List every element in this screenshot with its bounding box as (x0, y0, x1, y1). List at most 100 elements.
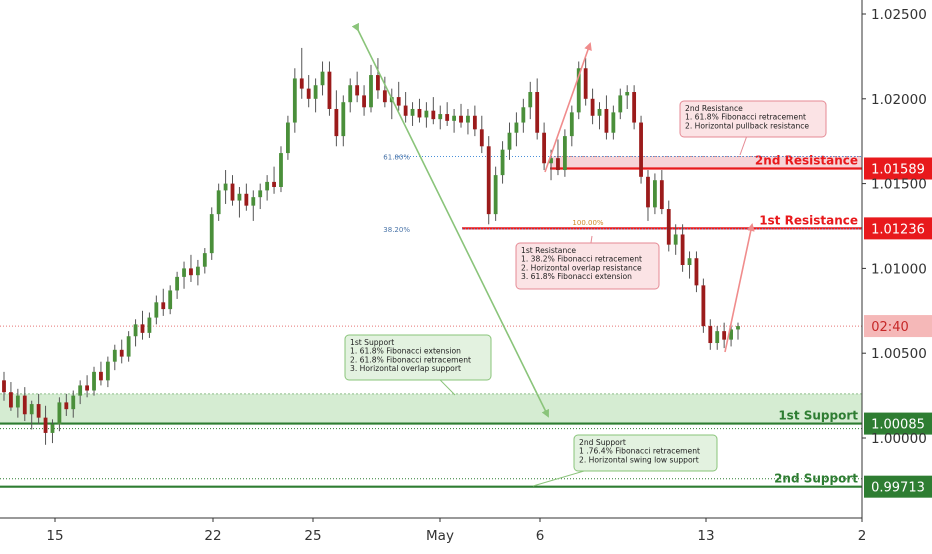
candle[interactable] (299, 47, 304, 99)
candle[interactable] (64, 393, 69, 416)
candle[interactable] (618, 88, 623, 120)
candle[interactable] (140, 310, 145, 340)
candle[interactable] (715, 326, 720, 350)
candle[interactable] (597, 102, 602, 130)
candle[interactable] (666, 200, 671, 252)
candle[interactable] (22, 387, 27, 422)
candle[interactable] (99, 361, 103, 386)
candle[interactable] (306, 75, 311, 108)
candle[interactable] (168, 285, 173, 315)
candle[interactable] (562, 129, 567, 177)
candle[interactable] (680, 224, 685, 272)
candle[interactable] (646, 170, 650, 221)
candle[interactable] (653, 173, 657, 215)
candle[interactable] (230, 175, 235, 206)
candle[interactable] (313, 78, 318, 113)
red-target-arrow[interactable] (724, 223, 755, 353)
candle[interactable] (687, 251, 692, 279)
candle[interactable] (251, 190, 256, 221)
candle[interactable] (632, 85, 637, 130)
candle[interactable] (722, 322, 727, 349)
candle[interactable] (258, 183, 263, 210)
candle[interactable] (71, 390, 76, 418)
candle[interactable] (659, 170, 664, 215)
candle[interactable] (126, 331, 131, 362)
candle[interactable] (334, 90, 339, 147)
candle[interactable] (348, 78, 353, 113)
candle-body (396, 97, 401, 106)
candle[interactable] (576, 61, 581, 120)
candle[interactable] (237, 186, 242, 218)
candle[interactable] (119, 339, 124, 364)
candle[interactable] (611, 105, 616, 140)
candle[interactable] (85, 375, 89, 398)
candle[interactable] (43, 405, 48, 445)
candle[interactable] (604, 95, 609, 140)
red-swing-arrow[interactable] (544, 42, 592, 173)
candle[interactable] (486, 136, 491, 225)
candle[interactable] (133, 319, 138, 347)
candle[interactable] (216, 183, 221, 221)
candle[interactable] (154, 295, 159, 325)
candle[interactable] (29, 400, 34, 430)
candle[interactable] (272, 166, 276, 194)
candle[interactable] (327, 61, 332, 116)
candle[interactable] (57, 397, 62, 432)
candle[interactable] (147, 312, 152, 338)
candle-body (126, 336, 131, 357)
candle[interactable] (112, 344, 117, 371)
candle-body (272, 181, 276, 187)
candle[interactable] (195, 259, 200, 286)
candle[interactable] (673, 224, 678, 255)
candle[interactable] (50, 419, 55, 444)
candle[interactable] (265, 175, 270, 201)
annotation-line: 1st Resistance (521, 246, 576, 255)
candle[interactable] (708, 319, 713, 350)
candle[interactable] (105, 356, 110, 388)
candle[interactable] (729, 324, 733, 347)
candle-body (2, 380, 6, 393)
candle[interactable] (202, 248, 207, 274)
candle-body (576, 68, 581, 113)
price-tag-bg (864, 217, 932, 240)
candle[interactable] (209, 207, 214, 260)
candle[interactable] (244, 183, 249, 211)
candle[interactable] (286, 115, 290, 160)
candle-body (22, 395, 27, 415)
candle[interactable] (15, 388, 20, 418)
candle[interactable] (583, 58, 588, 106)
green-projection-arrow[interactable] (351, 22, 549, 418)
candle[interactable] (556, 139, 560, 176)
candle[interactable] (694, 251, 699, 293)
candle[interactable] (701, 278, 706, 333)
candle[interactable] (341, 95, 346, 147)
candle[interactable] (590, 88, 595, 125)
candle-body (528, 92, 533, 108)
candle[interactable] (36, 393, 41, 425)
candle[interactable] (2, 371, 6, 401)
candle[interactable] (161, 288, 166, 316)
candle[interactable] (175, 271, 180, 299)
candle[interactable] (279, 146, 283, 193)
annotation-line: 2. Horizontal overlap resistance (521, 263, 642, 272)
candle[interactable] (189, 254, 193, 282)
candle[interactable] (736, 322, 740, 340)
candle[interactable] (639, 115, 643, 184)
y-tick-label: 1.02500 (871, 7, 927, 23)
candle[interactable] (78, 380, 83, 405)
candle[interactable] (569, 105, 574, 147)
candle-body (195, 266, 200, 276)
candle[interactable] (320, 61, 325, 96)
candle[interactable] (625, 85, 630, 109)
candle[interactable] (92, 366, 96, 396)
level-name-1: 2nd Resistance (755, 154, 858, 168)
candle[interactable] (223, 170, 228, 204)
candle[interactable] (292, 68, 297, 133)
candle[interactable] (182, 261, 186, 289)
candle[interactable] (9, 382, 13, 411)
